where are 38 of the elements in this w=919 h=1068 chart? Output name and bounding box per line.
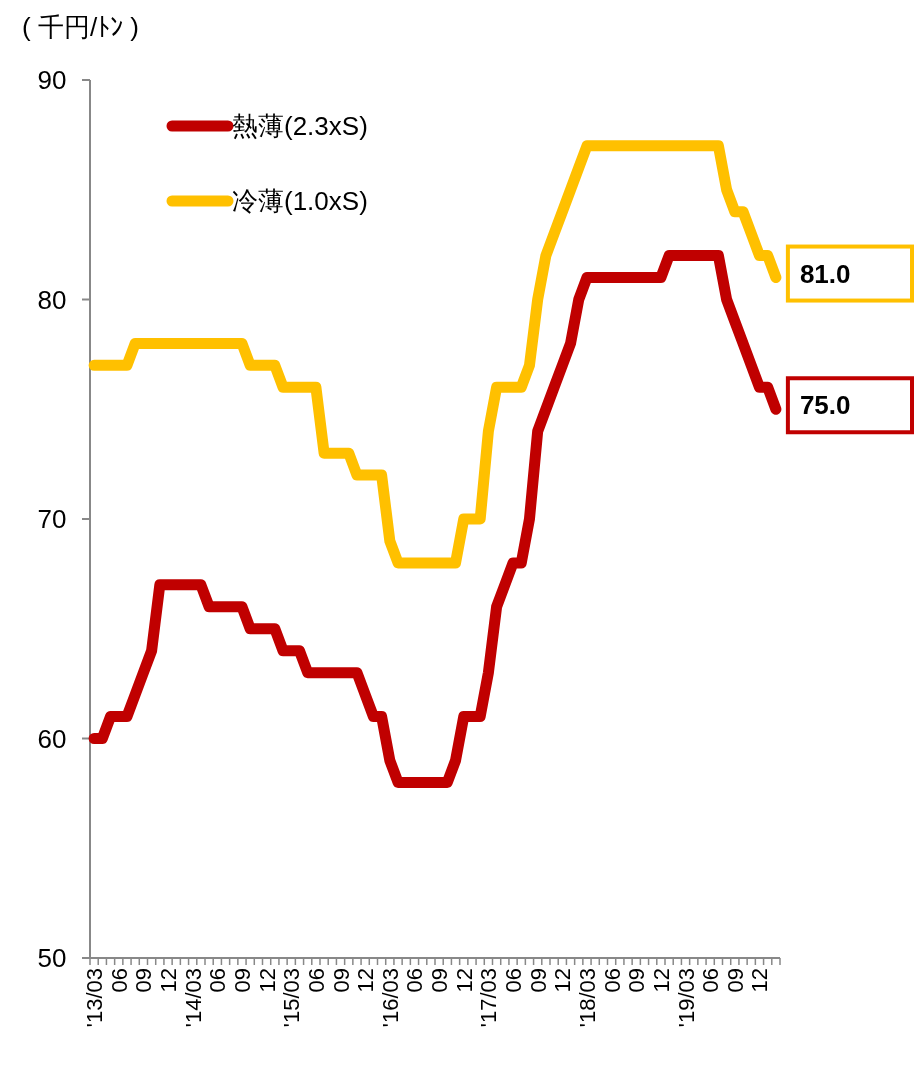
x-tick-label: 12: [550, 968, 576, 993]
x-tick-label: 09: [131, 968, 157, 993]
x-tick-label: '14/03: [180, 968, 206, 1028]
data-label: 75.0: [799, 390, 851, 421]
x-tick-label: 06: [599, 968, 625, 993]
x-tick-label: 12: [353, 968, 379, 993]
x-tick-label: 12: [156, 968, 182, 993]
x-tick-label: 06: [205, 968, 231, 993]
x-tick-label: 06: [402, 968, 428, 993]
y-tick-label: 50: [37, 943, 67, 973]
x-tick-label: 06: [303, 968, 329, 993]
x-tick-label: '13/03: [82, 968, 108, 1028]
x-tick-label: '19/03: [673, 968, 699, 1028]
legend-label: 熱薄(2.3xS): [232, 111, 368, 141]
x-tick-label: 09: [328, 968, 354, 993]
y-axis-title: ( 千円/ﾄﾝ ): [22, 12, 139, 42]
y-tick-label: 70: [37, 504, 67, 534]
x-tick-label: 06: [698, 968, 724, 993]
y-tick-label: 60: [37, 723, 67, 754]
x-tick-label: 12: [747, 968, 773, 993]
x-tick-label: '17/03: [476, 968, 502, 1028]
x-tick-label: '18/03: [574, 968, 600, 1028]
x-tick-label: 06: [501, 968, 527, 993]
x-tick-label: 09: [722, 968, 748, 993]
data-label: 81.0: [799, 258, 851, 289]
x-tick-label: 12: [254, 968, 280, 993]
x-tick-label: 09: [427, 968, 453, 993]
x-tick-label: 09: [229, 968, 255, 993]
legend-label: 冷薄(1.0xS): [232, 186, 368, 216]
x-tick-label: 12: [451, 968, 477, 993]
x-tick-label: 12: [648, 968, 674, 993]
x-tick-label: 09: [525, 968, 551, 993]
x-tick-label: 09: [624, 968, 650, 993]
x-tick-label: '16/03: [377, 968, 403, 1028]
x-tick-label: 06: [106, 968, 132, 993]
y-tick-label: 90: [37, 65, 67, 95]
x-tick-label: '15/03: [279, 968, 305, 1028]
y-tick-label: 80: [37, 284, 67, 315]
